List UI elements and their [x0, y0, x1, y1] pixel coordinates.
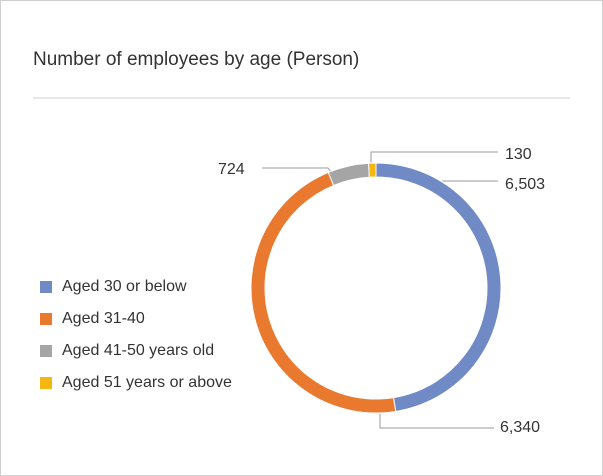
data-label: 724 [218, 161, 245, 178]
legend-swatch [40, 313, 52, 325]
leader-line [379, 414, 494, 429]
data-label: 6,503 [505, 176, 545, 193]
legend-label: Aged 51 years or above [62, 374, 232, 391]
leader-line [370, 151, 498, 164]
data-label: 130 [505, 146, 532, 163]
chart-title: Number of employees by age (Person) [33, 49, 359, 70]
legend-label: Aged 41-50 years old [62, 342, 214, 359]
legend-label: Aged 30 or below [62, 278, 187, 295]
legend-swatch [40, 377, 52, 389]
data-label: 6,340 [500, 419, 540, 436]
legend-swatch [40, 281, 52, 293]
donut-segment [368, 162, 377, 178]
legend-swatch [40, 345, 52, 357]
legend-label: Aged 31-40 [62, 310, 145, 327]
